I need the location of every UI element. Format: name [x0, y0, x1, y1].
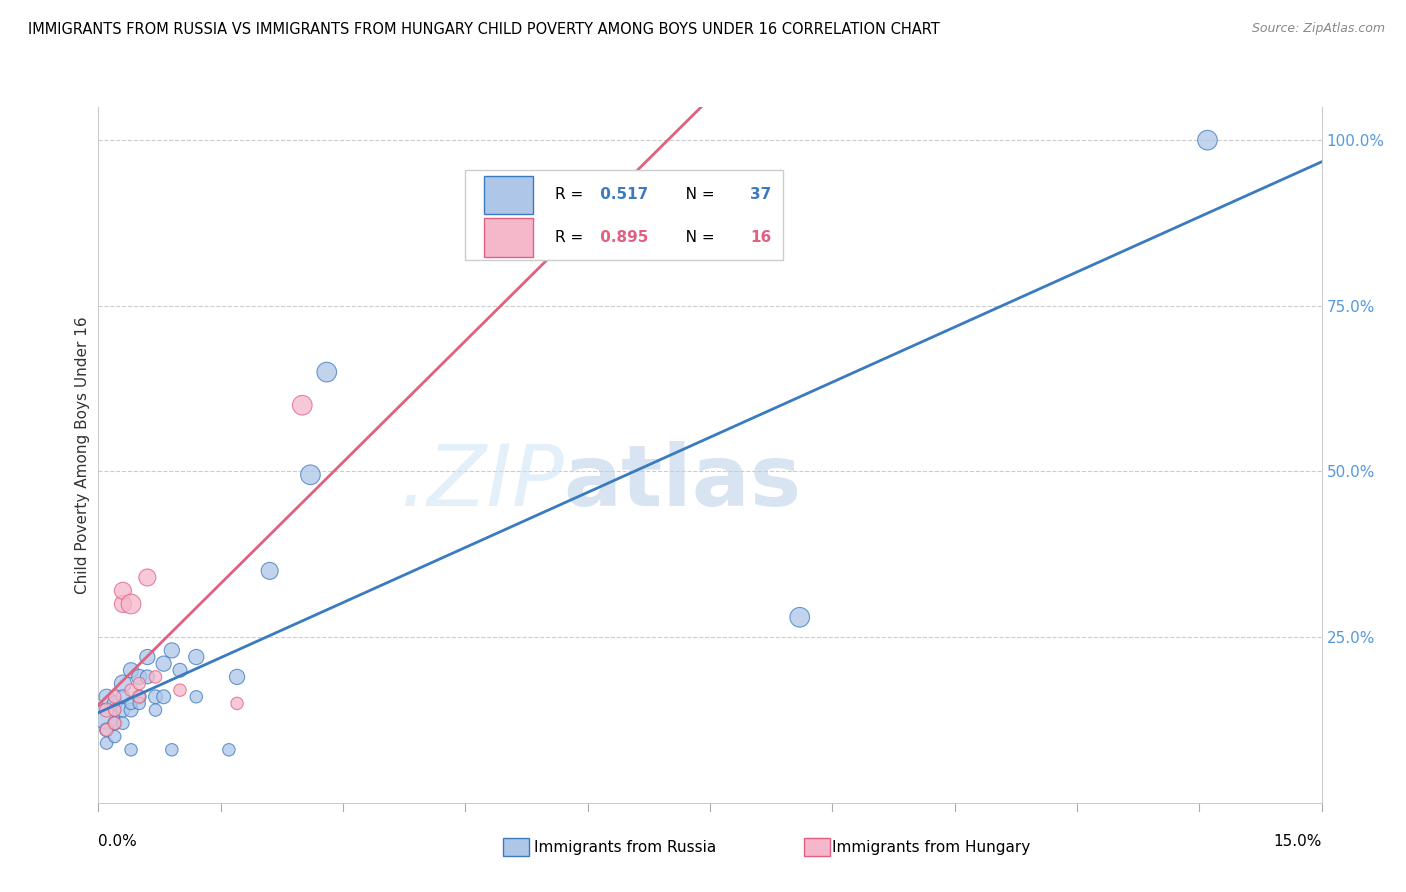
Point [186, 690, 208, 704]
Point [96, 736, 118, 750]
Text: N =: N = [671, 230, 720, 245]
Text: IMMIGRANTS FROM RUSSIA VS IMMIGRANTS FROM HUNGARY CHILD POVERTY AMONG BOYS UNDER: IMMIGRANTS FROM RUSSIA VS IMMIGRANTS FRO… [28, 22, 939, 37]
Point [111, 716, 134, 731]
Point [789, 610, 811, 624]
Point [111, 676, 134, 690]
Point [169, 663, 191, 677]
Point [111, 703, 134, 717]
Point [136, 570, 159, 584]
Point [120, 697, 142, 711]
Point [145, 703, 167, 717]
Point [111, 597, 134, 611]
Point [104, 716, 127, 731]
Text: 37: 37 [751, 187, 772, 202]
Text: 0.517: 0.517 [595, 187, 648, 202]
Point [128, 670, 150, 684]
Text: Source: ZipAtlas.com: Source: ZipAtlas.com [1251, 22, 1385, 36]
Text: 0.0%: 0.0% [98, 834, 138, 849]
Point [104, 703, 127, 717]
Point [128, 690, 150, 704]
Point [152, 657, 174, 671]
Text: Immigrants from Hungary: Immigrants from Hungary [832, 840, 1031, 855]
Point [96, 709, 118, 723]
Text: R =: R = [555, 187, 588, 202]
Point [259, 564, 281, 578]
FancyBboxPatch shape [484, 176, 533, 214]
Point [186, 650, 208, 665]
Text: 16: 16 [751, 230, 772, 245]
Point [120, 703, 142, 717]
Point [120, 743, 142, 757]
Text: Immigrants from Russia: Immigrants from Russia [534, 840, 717, 855]
Point [104, 697, 127, 711]
Point [169, 683, 191, 698]
Point [104, 703, 127, 717]
Point [96, 723, 118, 737]
Point [152, 690, 174, 704]
Point [104, 690, 127, 704]
Point [218, 743, 240, 757]
Point [104, 730, 127, 744]
Point [145, 690, 167, 704]
FancyBboxPatch shape [465, 169, 783, 260]
Text: R =: R = [555, 230, 588, 245]
FancyBboxPatch shape [484, 219, 533, 257]
Point [128, 697, 150, 711]
Point [128, 676, 150, 690]
Point [145, 670, 167, 684]
Point [160, 643, 183, 657]
Point [96, 690, 118, 704]
Point [111, 583, 134, 598]
Point [136, 670, 159, 684]
Point [299, 467, 322, 482]
Point [160, 743, 183, 757]
Point [96, 703, 118, 717]
Point [136, 650, 159, 665]
Point [120, 683, 142, 698]
Point [128, 690, 150, 704]
Point [1197, 133, 1219, 147]
Text: 0.895: 0.895 [595, 230, 648, 245]
Point [120, 597, 142, 611]
Text: 15.0%: 15.0% [1274, 834, 1322, 849]
Text: atlas: atlas [564, 442, 801, 524]
Y-axis label: Child Poverty Among Boys Under 16: Child Poverty Among Boys Under 16 [75, 316, 90, 594]
Point [315, 365, 337, 379]
Text: N =: N = [671, 187, 720, 202]
Point [120, 663, 142, 677]
Point [226, 670, 249, 684]
Point [96, 723, 118, 737]
Point [104, 716, 127, 731]
Text: .ZIP: .ZIP [399, 442, 564, 524]
Point [226, 697, 249, 711]
Point [291, 398, 314, 412]
Point [111, 690, 134, 704]
